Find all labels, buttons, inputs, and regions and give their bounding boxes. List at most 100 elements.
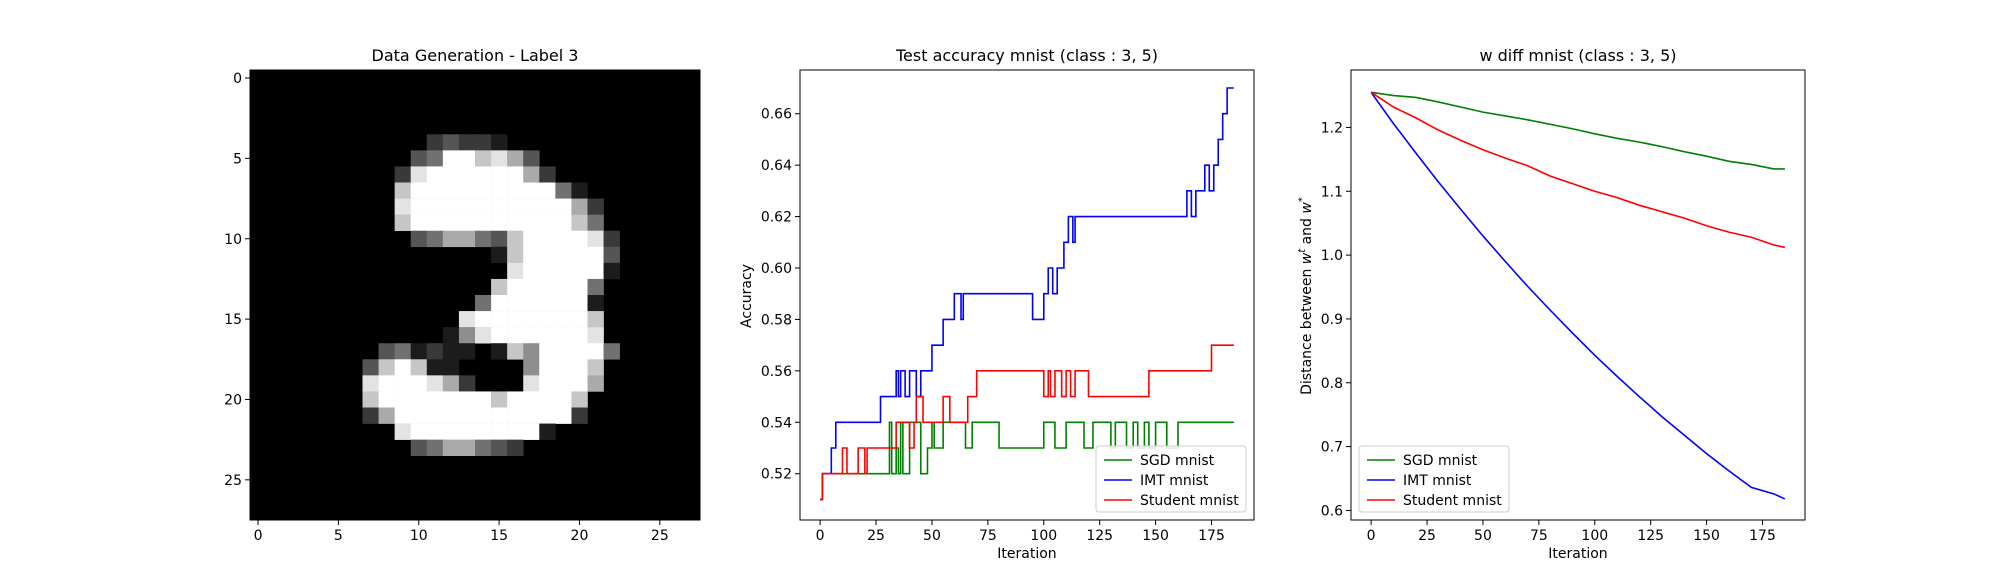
image-pixel [410, 343, 428, 360]
image-pixel [442, 327, 460, 344]
image-y-tick-label: 0 [233, 71, 242, 87]
image-title: Data Generation - Label 3 [372, 46, 579, 65]
series-line-student-mnist [1370, 91, 1786, 249]
accuracy-chart: Test accuracy mnist (class : 3, 5) 0 25 50… [739, 46, 1255, 562]
image-pixel [507, 166, 524, 183]
image-pixel [475, 311, 492, 328]
image-pixel [539, 423, 556, 440]
image-pixel [426, 439, 444, 457]
image-pixel [555, 311, 572, 328]
image-pixel [523, 150, 540, 167]
image-pixel [523, 182, 540, 199]
image-pixel [458, 134, 476, 151]
y-tick-label: 0.52 [761, 467, 792, 483]
image-pixel [523, 214, 540, 232]
image-pixel [394, 182, 412, 199]
image-pixel [571, 246, 588, 264]
image-pixel [475, 439, 492, 457]
image-pixel [555, 182, 572, 199]
image-x-tick-label: 0 [254, 528, 263, 544]
plot-frame [799, 69, 1255, 521]
y-tick-label: 1.2 [1321, 120, 1343, 136]
y-tick-label: 0.58 [761, 312, 792, 328]
image-pixel [587, 278, 604, 296]
w-diff-plot-area: 0 25 50 75 100 125 150 175 0.6 0.7 0.8 0.9 1.0 1.1 1.2… [1321, 69, 1806, 544]
image-pixel [555, 375, 572, 392]
image-pixel [458, 182, 476, 199]
image-x-tick-label: 5 [334, 528, 343, 544]
image-pixel [539, 262, 556, 280]
image-pixel [571, 407, 588, 424]
y-tick-label: 0.54 [761, 415, 792, 431]
image-pixel [491, 327, 508, 344]
image-pixel [426, 150, 444, 167]
image-pixel [378, 391, 395, 408]
image-pixel [507, 182, 524, 199]
image-pixel [475, 423, 492, 440]
image-pixel [571, 230, 588, 248]
plot-frame [1350, 69, 1806, 521]
digit-image-panel: Data Generation - Label 3 0 5 10 15 20 25 0 5 1… [224, 46, 701, 544]
image-pixel [475, 327, 492, 344]
image-pixel [394, 391, 412, 408]
image-pixel [523, 407, 540, 424]
image-pixel [426, 198, 444, 215]
image-pixel [539, 407, 556, 424]
image-pixel [410, 230, 428, 248]
image-pixel [475, 166, 492, 183]
image-y-tick-label: 20 [224, 392, 242, 408]
image-pixel [410, 214, 428, 232]
image-pixel [587, 359, 604, 376]
image-pixel [491, 343, 508, 360]
image-pixel [587, 327, 604, 344]
image-pixel [539, 246, 556, 264]
image-pixel [458, 327, 476, 344]
image-pixel [394, 343, 412, 360]
image-pixel [394, 198, 412, 215]
image-pixel [475, 214, 492, 232]
image-pixel [523, 246, 540, 264]
image-pixel [378, 375, 395, 392]
y-tick-label: 0.9 [1321, 312, 1343, 328]
image-pixel [378, 359, 395, 376]
image-y-tick-label: 15 [224, 312, 242, 328]
image-pixel [491, 439, 508, 457]
x-tick-label: 0 [816, 528, 825, 544]
image-pixel [410, 150, 428, 167]
w-diff-chart: w diff mnist (class : 3, 5) 0 25 50 75 100 12… [1297, 46, 1806, 562]
image-pixel [555, 391, 572, 408]
image-pixel [539, 230, 556, 248]
image-pixel [442, 375, 460, 392]
image-pixel [555, 198, 572, 215]
image-pixel [571, 262, 588, 280]
image-pixel [507, 295, 524, 312]
image-pixel [507, 311, 524, 328]
image-pixel [539, 311, 556, 328]
x-tick-label: 175 [1198, 528, 1225, 544]
series-line-imt-mnist [1370, 91, 1786, 500]
image-pixel [442, 423, 460, 440]
image-pixel [426, 423, 444, 440]
image-pixel [426, 343, 444, 360]
image-pixel [539, 295, 556, 312]
image-pixel [523, 311, 540, 328]
image-pixel [362, 375, 379, 392]
image-pixel [587, 311, 604, 328]
image-pixel [394, 407, 412, 424]
image-pixel [475, 407, 492, 424]
image-pixel [491, 246, 508, 264]
legend-label: IMT mnist [1403, 473, 1472, 489]
image-pixel [523, 230, 540, 248]
digit-image [250, 70, 700, 520]
legend-box [1358, 445, 1510, 513]
image-pixel [587, 230, 604, 248]
image-pixel [523, 391, 540, 408]
image-pixel [603, 262, 620, 280]
image-pixel [491, 134, 508, 151]
image-pixel [571, 391, 588, 408]
image-pixel [507, 423, 524, 440]
image-pixel [410, 391, 428, 408]
image-y-ticks: 0 5 10 15 20 25 [224, 71, 250, 489]
image-pixel [491, 150, 508, 167]
